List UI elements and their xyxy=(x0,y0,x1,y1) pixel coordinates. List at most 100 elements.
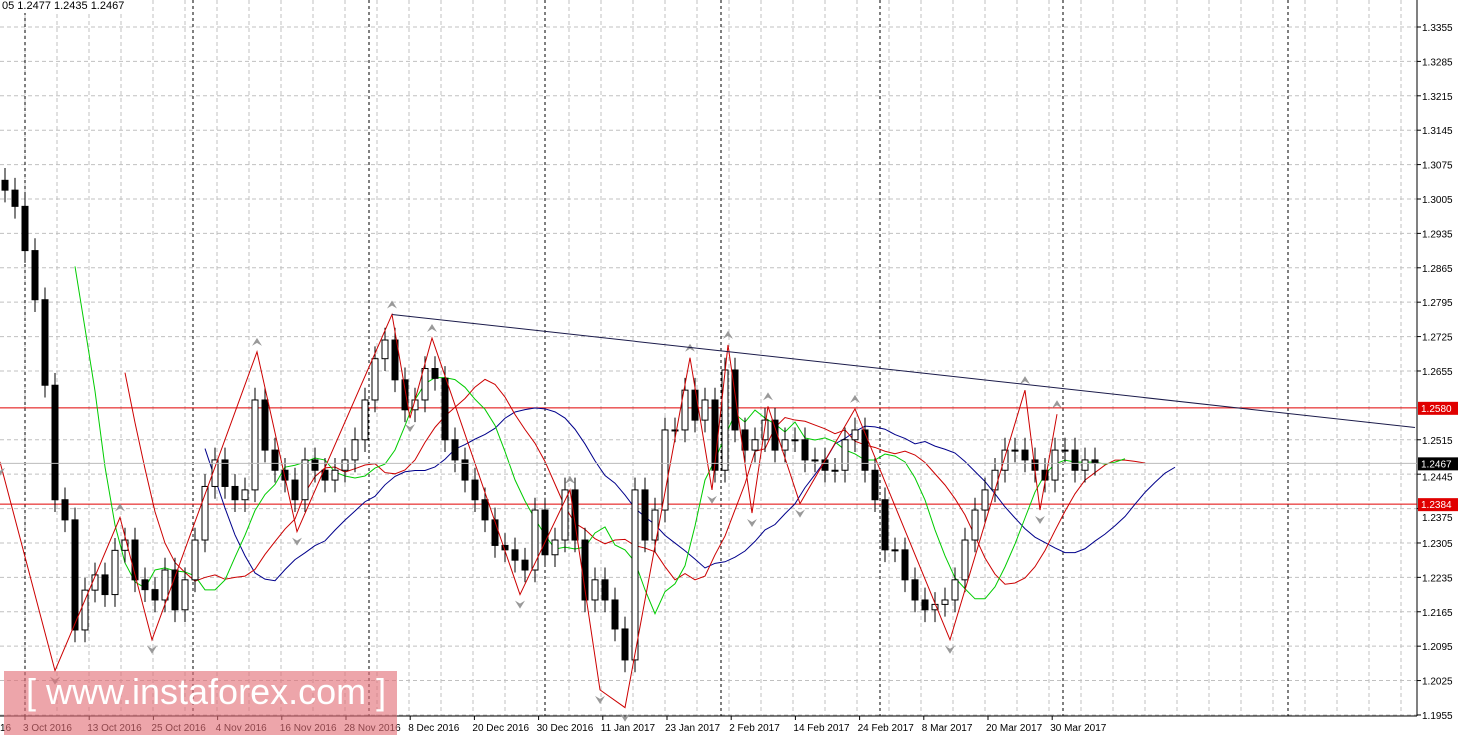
level-price-label: 1.2580 xyxy=(1421,404,1452,415)
candle-body xyxy=(381,339,389,360)
candle-body xyxy=(891,549,899,552)
candle-body xyxy=(31,250,39,301)
candle-body xyxy=(391,339,399,381)
ohlc-readout: 05 1.2477 1.2435 1.2467 xyxy=(2,0,125,13)
candle-body xyxy=(271,449,279,471)
candle-body xyxy=(1081,459,1089,471)
fractal-up-arrow xyxy=(850,394,860,403)
candle-body xyxy=(951,579,959,601)
candle-body xyxy=(1091,459,1099,464)
fractal-down-arrow xyxy=(595,695,605,704)
candle-body xyxy=(571,489,579,541)
x-tick-label: 11 Jan 2017 xyxy=(601,723,656,734)
y-tick-label: 1.3285 xyxy=(1422,57,1453,68)
candle-body xyxy=(1051,449,1059,481)
candle-body xyxy=(801,439,809,461)
current-price-label: 1.2467 xyxy=(1421,459,1452,470)
fractal-down-arrow xyxy=(747,518,757,527)
candle-body xyxy=(641,489,649,541)
candle-body xyxy=(291,479,299,501)
fractal-down-arrow xyxy=(0,467,5,476)
candle-body xyxy=(461,459,469,481)
candle-body xyxy=(181,579,189,611)
candle-body xyxy=(241,489,249,501)
candle-body xyxy=(861,429,869,471)
instaforex-watermark: [ www.instaforex.com ] xyxy=(4,671,397,735)
candle-body xyxy=(81,589,89,631)
y-tick-label: 1.2445 xyxy=(1422,472,1453,483)
candle-body xyxy=(341,459,349,471)
candle-body xyxy=(371,358,379,401)
candle-body xyxy=(831,469,839,472)
x-tick-label: 20 Mar 2017 xyxy=(986,723,1043,734)
x-tick-label: 8 Mar 2017 xyxy=(922,723,973,734)
fractal-down-arrow xyxy=(707,495,717,504)
candle-body xyxy=(281,469,289,481)
candle-body xyxy=(171,569,179,611)
candle-body xyxy=(331,469,339,481)
candle-body xyxy=(561,489,569,541)
candle-body xyxy=(491,519,499,546)
candle-body xyxy=(481,499,489,521)
candle-body xyxy=(901,549,909,581)
candle-body xyxy=(681,389,689,431)
y-tick-label: 1.2655 xyxy=(1422,367,1453,378)
candle-body xyxy=(731,369,739,431)
candle-body xyxy=(961,539,969,581)
candle-body xyxy=(1,179,9,191)
fractal-up-arrow xyxy=(723,330,733,339)
y-tick-label: 1.2725 xyxy=(1422,333,1453,344)
x-tick-label: 14 Feb 2017 xyxy=(793,723,850,734)
fractal-up-arrow xyxy=(427,324,437,333)
candle-body xyxy=(121,539,129,551)
y-tick-label: 1.2935 xyxy=(1422,229,1453,240)
candle-body xyxy=(511,549,519,561)
candle-body xyxy=(611,599,619,630)
y-tick-label: 1.2515 xyxy=(1422,436,1453,447)
candle-body xyxy=(131,539,139,581)
candle-body xyxy=(781,439,789,451)
candle-body xyxy=(51,384,59,501)
candle-body xyxy=(471,479,479,501)
x-tick-label: 23 Jan 2017 xyxy=(665,723,720,734)
fractal-up-arrow xyxy=(565,475,575,484)
candle-body xyxy=(811,459,819,462)
candle-body xyxy=(161,569,169,601)
fractal-up-arrow xyxy=(252,337,262,346)
candle-body xyxy=(941,599,949,605)
y-tick-label: 1.2305 xyxy=(1422,539,1453,550)
candle-body xyxy=(981,489,989,511)
candle-body xyxy=(201,485,209,541)
candle-body xyxy=(881,499,889,551)
candle-body xyxy=(401,379,409,411)
candle-body xyxy=(651,509,659,541)
fractal-up-arrow xyxy=(1020,376,1030,385)
candle-body xyxy=(311,459,319,471)
resistance-trendline xyxy=(391,313,1416,428)
candle-body xyxy=(361,399,369,441)
y-tick-label: 1.2095 xyxy=(1422,642,1453,653)
y-tick-label: 1.2865 xyxy=(1422,264,1453,275)
candle-body xyxy=(41,299,49,386)
candle-body xyxy=(521,559,529,571)
candle-body xyxy=(791,439,799,442)
candle-body xyxy=(661,429,669,511)
candle-body xyxy=(151,589,159,601)
candle-body xyxy=(671,429,679,432)
current-price-tag xyxy=(1418,457,1458,471)
candle-body xyxy=(431,368,439,379)
candle-body xyxy=(991,469,999,491)
candle-body xyxy=(771,419,779,451)
x-tick-label: 30 Dec 2016 xyxy=(537,723,594,734)
y-tick-label: 1.2235 xyxy=(1422,573,1453,584)
candle-body xyxy=(101,574,109,596)
y-tick-label: 1.2165 xyxy=(1422,608,1453,619)
y-tick-label: 1.2025 xyxy=(1422,677,1453,688)
candle-body xyxy=(621,628,629,661)
fractal-down-arrow xyxy=(1035,516,1045,525)
fractal-up-arrow xyxy=(1052,400,1062,409)
watermark-text: [ www.instaforex.com ] xyxy=(26,671,387,712)
candle-body xyxy=(751,439,759,451)
candle-body xyxy=(211,459,219,487)
